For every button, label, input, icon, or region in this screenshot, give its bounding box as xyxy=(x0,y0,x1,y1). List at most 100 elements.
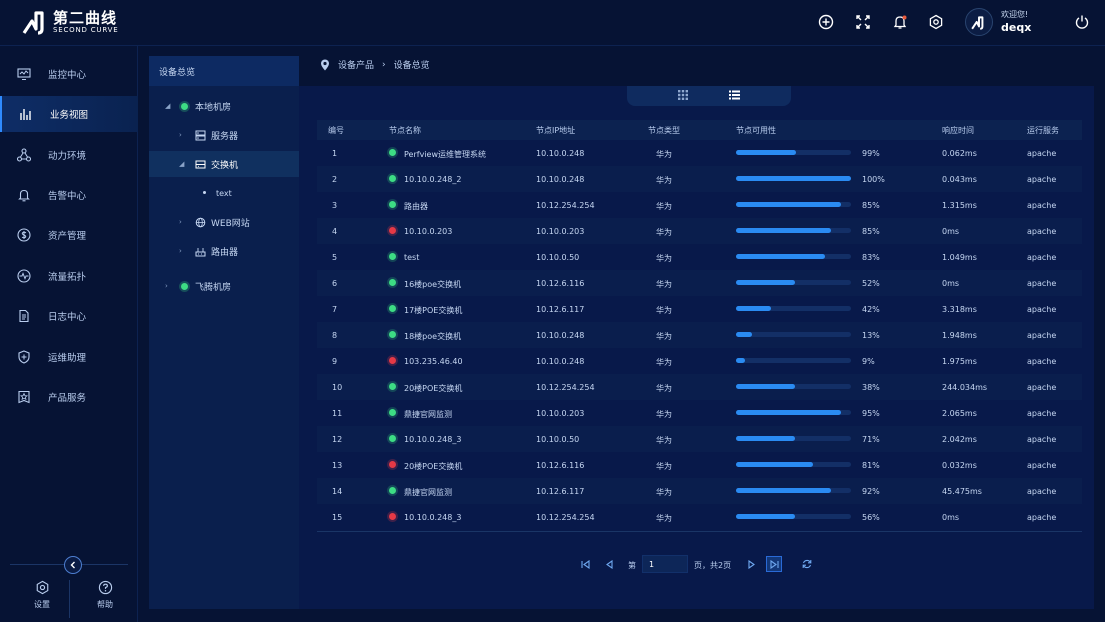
bell-icon[interactable] xyxy=(890,12,910,32)
device-tree: 设备总览 ◢ 本地机房 › 服务器 ◢ 交换机 text › WEB网站 › 路… xyxy=(149,56,299,609)
caret-down-icon[interactable]: ◢ xyxy=(165,102,171,110)
sidebar-item-assets[interactable]: 资产管理 xyxy=(0,217,138,253)
router-icon xyxy=(195,246,206,257)
cell-name[interactable]: 鼎捷官网监测 xyxy=(404,488,452,497)
column-header-service: 运行服务 xyxy=(1027,126,1059,135)
sidebar-item-traffic[interactable]: 流量拓扑 xyxy=(0,258,138,294)
table-row[interactable]: 7 17楼POE交换机 10.12.6.117 华为 42% 3.318ms apache xyxy=(317,296,1082,322)
tree-node-switch[interactable]: ◢ 交换机 xyxy=(149,151,299,177)
table-row[interactable]: 9 103.235.46.40 10.10.0.248 华为 9% 1.975ms apac… xyxy=(317,348,1082,374)
breadcrumb-parent[interactable]: 设备产品 xyxy=(338,61,375,71)
caret-right-icon[interactable]: › xyxy=(165,282,168,290)
hexagon-settings-icon[interactable] xyxy=(926,12,946,32)
table-row[interactable]: 12 10.10.0.248_3 10.10.0.50 华为 71% 2.042ms apa… xyxy=(317,426,1082,452)
device-table-panel: 编号 节点名称 节点IP地址 节点类型 节点可用性 响应时间 运行服务 1 Per… xyxy=(299,86,1094,609)
last-page-button[interactable] xyxy=(766,556,782,572)
sidebar-item-ops-assistant[interactable]: 运维助理 xyxy=(0,339,138,375)
cell-id: 11 xyxy=(332,409,343,418)
fullscreen-icon[interactable] xyxy=(853,12,873,32)
cell-response: 1.948ms xyxy=(942,331,977,340)
table-row[interactable]: 3 路由器 10.12.254.254 华为 85% 1.315ms apache xyxy=(317,192,1082,218)
availability-bar-fill xyxy=(736,358,746,363)
tree-node-local-room[interactable]: ◢ 本地机房 xyxy=(149,93,299,119)
table-row[interactable]: 5 test 10.10.0.50 华为 83% 1.049ms apache xyxy=(317,244,1082,270)
cell-ip: 10.12.6.116 xyxy=(536,279,585,288)
sidebar-item-log[interactable]: 日志中心 xyxy=(0,298,138,334)
availability-bar-fill xyxy=(736,462,814,467)
sidebar-item-product-service[interactable]: 产品服务 xyxy=(0,379,138,415)
footer-divider xyxy=(69,580,70,618)
next-page-button[interactable] xyxy=(743,556,759,572)
grid-view-icon[interactable] xyxy=(677,89,688,103)
cell-id: 2 xyxy=(332,175,338,184)
availability-bar xyxy=(736,228,851,233)
cell-service: apache xyxy=(1027,279,1057,288)
cell-name[interactable]: 18楼poe交换机 xyxy=(404,332,462,341)
column-header-id: 编号 xyxy=(328,126,344,135)
star-badge-icon xyxy=(16,389,32,405)
tree-node-text[interactable]: text xyxy=(149,180,299,206)
refresh-button[interactable] xyxy=(799,556,815,572)
cell-name[interactable]: 10.10.0.248_2 xyxy=(404,175,462,184)
cell-availability: 38% xyxy=(862,383,880,392)
table-row[interactable]: 15 10.10.0.248_3 10.12.254.254 华为 56% 0ms apac… xyxy=(317,504,1082,530)
first-page-button[interactable] xyxy=(577,556,593,572)
table-row[interactable]: 14 鼎捷官网监测 10.12.6.117 华为 92% 45.475ms apache xyxy=(317,478,1082,504)
caret-right-icon[interactable]: › xyxy=(179,218,182,226)
availability-bar-fill xyxy=(736,176,851,181)
cell-name[interactable]: test xyxy=(404,253,420,262)
cell-name[interactable]: Perfview运维管理系统 xyxy=(404,150,486,159)
page-number-input[interactable] xyxy=(642,555,688,573)
table-row[interactable]: 11 鼎捷官网监测 10.10.0.203 华为 95% 2.065ms apache xyxy=(317,400,1082,426)
cell-name[interactable]: 20楼POE交换机 xyxy=(404,384,463,393)
list-view-icon[interactable] xyxy=(729,90,741,103)
prev-page-button[interactable] xyxy=(601,556,617,572)
tree-node-router[interactable]: › 路由器 xyxy=(149,238,299,264)
cell-name[interactable]: 20楼POE交换机 xyxy=(404,462,463,471)
caret-right-icon[interactable]: › xyxy=(179,131,182,139)
table-row[interactable]: 13 20楼POE交换机 10.12.6.116 华为 81% 0.032ms apache xyxy=(317,452,1082,478)
sidebar-item-label: 日志中心 xyxy=(48,312,87,323)
cell-name[interactable]: 16楼poe交换机 xyxy=(404,280,462,289)
table-row[interactable]: 10 20楼POE交换机 10.12.254.254 华为 38% 244.034ms ap… xyxy=(317,374,1082,400)
caret-right-icon[interactable]: › xyxy=(179,247,182,255)
sidebar-item-monitor[interactable]: 监控中心 xyxy=(0,56,138,92)
caret-down-icon[interactable]: ◢ xyxy=(179,160,185,168)
help-button[interactable]: 帮助 xyxy=(85,580,125,620)
tree-node-feiteng-room[interactable]: › 飞腾机房 xyxy=(149,273,299,299)
cell-name[interactable]: 10.10.0.248_3 xyxy=(404,435,462,444)
table-row[interactable]: 2 10.10.0.248_2 10.10.0.248 华为 100% 0.043ms ap… xyxy=(317,166,1082,192)
settings-button[interactable]: 设置 xyxy=(22,580,62,620)
help-label: 帮助 xyxy=(97,600,113,609)
column-header-name: 节点名称 xyxy=(389,126,421,135)
collapse-sidebar-button[interactable] xyxy=(64,556,82,574)
sidebar: 监控中心 业务视图 动力环境 告警中心 资产管理 流量拓扑 日志中心 运维助理 … xyxy=(0,46,138,622)
sidebar-item-business-view[interactable]: 业务视图 xyxy=(0,96,138,132)
table-row[interactable]: 4 10.10.0.203 10.10.0.203 华为 85% 0ms apache xyxy=(317,218,1082,244)
sidebar-item-alarm[interactable]: 告警中心 xyxy=(0,177,138,213)
cell-name[interactable]: 10.10.0.248_3 xyxy=(404,513,462,522)
status-dot xyxy=(389,435,396,442)
settings-label: 设置 xyxy=(34,600,50,609)
plus-circle-icon[interactable] xyxy=(816,12,836,32)
cell-availability: 56% xyxy=(862,513,880,522)
status-dot xyxy=(389,461,396,468)
table-row[interactable]: 6 16楼poe交换机 10.12.6.116 华为 52% 0ms apache xyxy=(317,270,1082,296)
table-row[interactable]: 1 Perfview运维管理系统 10.10.0.248 华为 99% 0.062ms ap… xyxy=(317,140,1082,166)
cell-name[interactable]: 10.10.0.203 xyxy=(404,227,453,236)
cell-name[interactable]: 鼎捷官网监测 xyxy=(404,410,452,419)
avatar[interactable] xyxy=(965,8,993,36)
cell-availability: 92% xyxy=(862,487,880,496)
table-row[interactable]: 8 18楼poe交换机 10.10.0.248 华为 13% 1.948ms apache xyxy=(317,322,1082,348)
power-icon[interactable] xyxy=(1072,12,1092,32)
sidebar-item-power-env[interactable]: 动力环境 xyxy=(0,137,138,173)
cell-name[interactable]: 路由器 xyxy=(404,202,428,211)
status-dot xyxy=(181,282,188,290)
cell-name[interactable]: 103.235.46.40 xyxy=(404,357,463,366)
tree-node-server[interactable]: › 服务器 xyxy=(149,122,299,148)
cell-name[interactable]: 17楼POE交换机 xyxy=(404,306,463,315)
cell-type: 华为 xyxy=(656,488,672,497)
tree-node-web[interactable]: › WEB网站 xyxy=(149,209,299,235)
username[interactable]: deqx xyxy=(1001,21,1032,34)
tree-node-label: 本地机房 xyxy=(195,102,232,113)
